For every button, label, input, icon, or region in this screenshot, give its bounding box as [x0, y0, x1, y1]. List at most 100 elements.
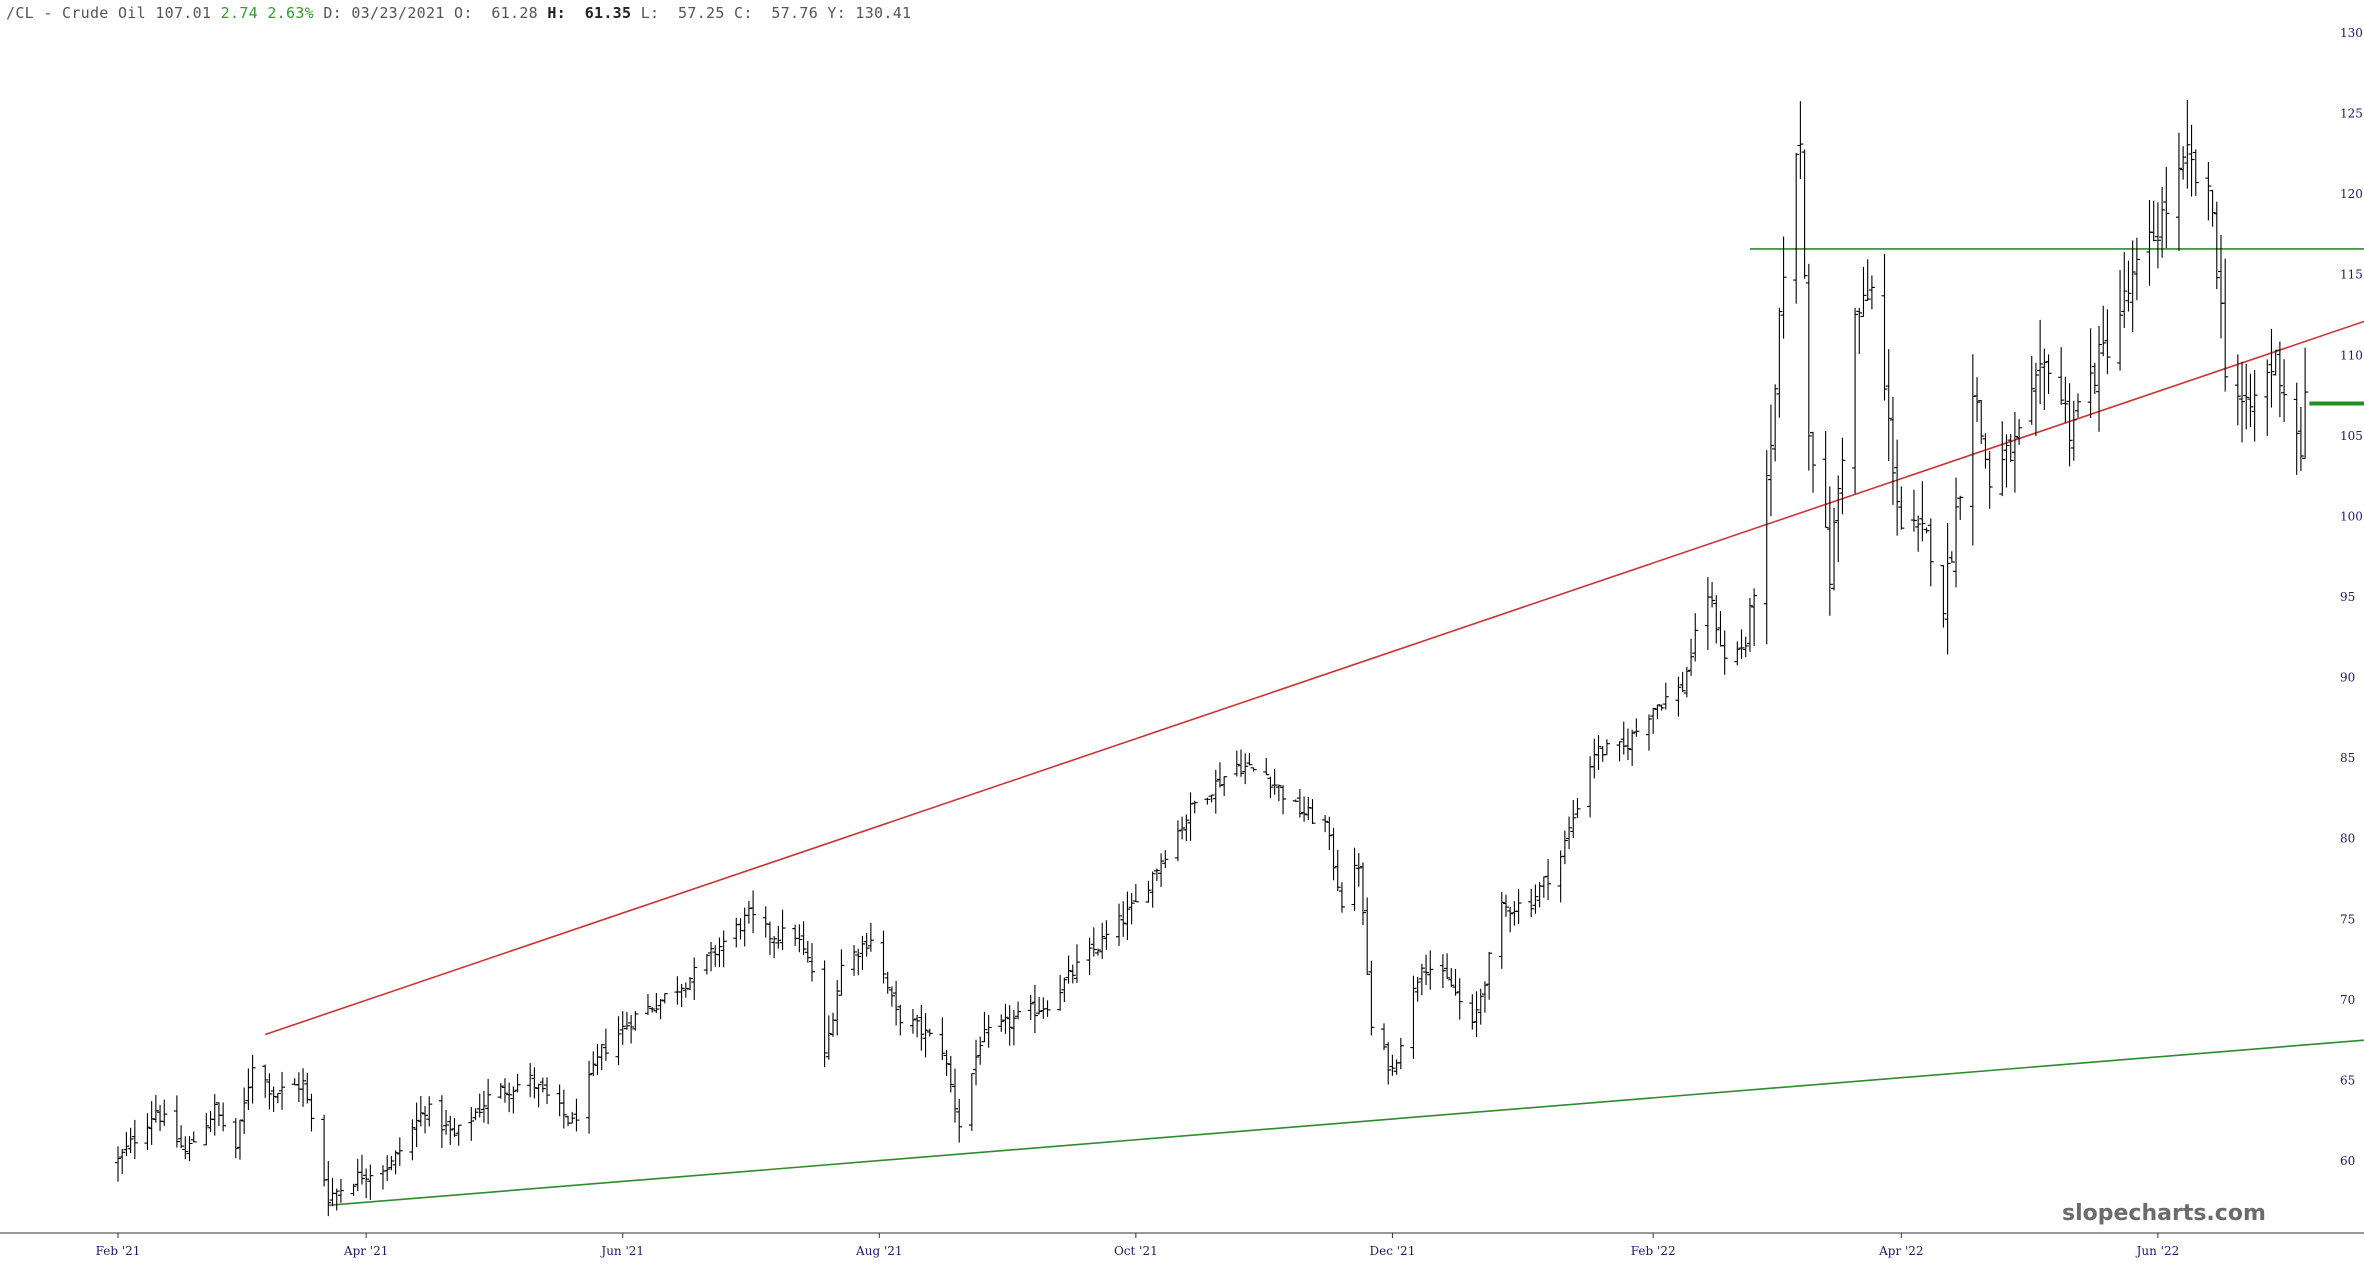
ohlc-bar [443, 1109, 450, 1135]
ohlc-bar [1826, 486, 1833, 616]
x-tick-label: Dec '21 [1370, 1244, 1416, 1258]
ohlc-bar [1738, 629, 1745, 660]
ohlc-bar [245, 1068, 252, 1111]
ohlc-bar [350, 1183, 357, 1196]
ohlc-bar [1132, 883, 1139, 903]
open-value: 61.28 [491, 4, 538, 22]
ohlc-bar [1751, 588, 1758, 646]
ohlc-bar [762, 906, 769, 938]
ohlc-bar [1477, 988, 1484, 1025]
ohlc-bar [796, 924, 803, 953]
ohlc-bar [178, 1125, 185, 1149]
ohlc-bar [1233, 750, 1240, 777]
ohlc-bar [1898, 486, 1905, 530]
ohlc-bar [1120, 901, 1127, 937]
ohlc-bar [804, 940, 811, 963]
ohlc-bar [977, 1036, 984, 1065]
ohlc-bar [1885, 349, 1892, 461]
symbol-label: /CL - Crude Oil [6, 4, 146, 22]
ohlc-bar [291, 1078, 298, 1086]
ohlc-bar [1629, 729, 1636, 766]
ohlc-bar [1174, 820, 1181, 862]
ohlc-bar [501, 1078, 508, 1103]
ohlc-bar [1301, 796, 1308, 822]
ohlc-bar [232, 1118, 239, 1159]
ohlc-bar [1330, 827, 1337, 881]
ohlc-bar [1940, 564, 1947, 628]
ohlc-bar [838, 949, 845, 996]
ohlc-bar [2184, 99, 2191, 189]
ohlc-bar [1515, 889, 1522, 925]
ohlc-bar [236, 1119, 243, 1160]
ohlc-bar [384, 1155, 391, 1181]
y-tick-label: 125 [2340, 107, 2363, 121]
ohlc-bar [1721, 630, 1728, 675]
ohlc-bar [1713, 595, 1720, 644]
ohlc-bar [1948, 551, 1955, 563]
ohlc-bar [363, 1168, 370, 1199]
y-tick-label: 70 [2340, 993, 2355, 1007]
ohlc-bar [1767, 404, 1774, 517]
ohlc-bar [262, 1064, 269, 1098]
ohlc-bar [1242, 753, 1249, 785]
close-label: C: [734, 4, 753, 22]
ohlc-bar [1069, 964, 1076, 984]
ohlc-bar [1540, 876, 1547, 898]
ohlc-bar [800, 921, 807, 956]
price-change: 2.74 [220, 4, 258, 22]
ohlc-bar [1015, 1001, 1022, 1020]
ohlc-bar [144, 1113, 151, 1151]
ohlc-bar [333, 1188, 340, 1211]
ohlc-bar [1587, 756, 1594, 818]
ohlc-bar [1974, 377, 1981, 422]
ohlc-bar [1486, 951, 1493, 1000]
ohlc-bar [745, 901, 752, 924]
ohlc-bar [1915, 515, 1922, 552]
ohlc-bar [1149, 871, 1156, 908]
ohlc-bar [569, 1111, 576, 1124]
ohlc-bar [1158, 853, 1165, 887]
ohlc-bar [1645, 714, 1652, 751]
ohlc-bar [220, 1102, 227, 1132]
ohlc-bar [1986, 450, 1993, 509]
ohlc-bar [943, 1050, 950, 1076]
ohlc-bar [644, 993, 651, 1015]
ohlc-bar [2192, 149, 2199, 196]
ohlc-bar [661, 993, 668, 1004]
ohlc-bar [215, 1102, 222, 1126]
ohlc-bar [1452, 969, 1459, 996]
ohlc-bar [708, 941, 715, 972]
ohlc-bar [1780, 236, 1787, 339]
ohlc-bar [649, 1006, 656, 1013]
ohlc-bar [1704, 577, 1711, 650]
ohlc-bar [2028, 355, 2035, 425]
ohlc-bar [2205, 161, 2212, 221]
ohlc-bar [123, 1131, 130, 1157]
ohlc-bar [211, 1094, 218, 1136]
ohlc-bar [2297, 407, 2304, 471]
ohlc-bar [1275, 784, 1282, 802]
ohlc-bar [1868, 275, 1875, 310]
ohlc-bar [1456, 978, 1463, 1020]
ohlc-bar [918, 1004, 925, 1051]
ohlc-bar [270, 1086, 277, 1112]
ohlc-bar [2007, 433, 2014, 462]
ohlc-bar [1599, 746, 1606, 762]
ohlc-bar [2091, 362, 2098, 394]
y-tick-label: 115 [2340, 268, 2363, 282]
ohlc-bar [1772, 384, 1779, 462]
ohlc-bar [1889, 396, 1896, 505]
ohlc-bar [455, 1124, 462, 1146]
ohlc-bar [2213, 201, 2220, 290]
ohlc-bar [914, 1014, 921, 1038]
y-tick-label: 75 [2340, 912, 2355, 926]
open-label: O: [454, 4, 473, 22]
ohlc-bar [2163, 166, 2170, 249]
ohlc-bar [771, 936, 778, 959]
ohlc-bar [1381, 1023, 1388, 1051]
ohlc-bar [1620, 721, 1627, 755]
ohlc-bar [2062, 376, 2069, 423]
ohlc-bar [2133, 237, 2140, 301]
ohlc-bar [1368, 960, 1375, 1036]
